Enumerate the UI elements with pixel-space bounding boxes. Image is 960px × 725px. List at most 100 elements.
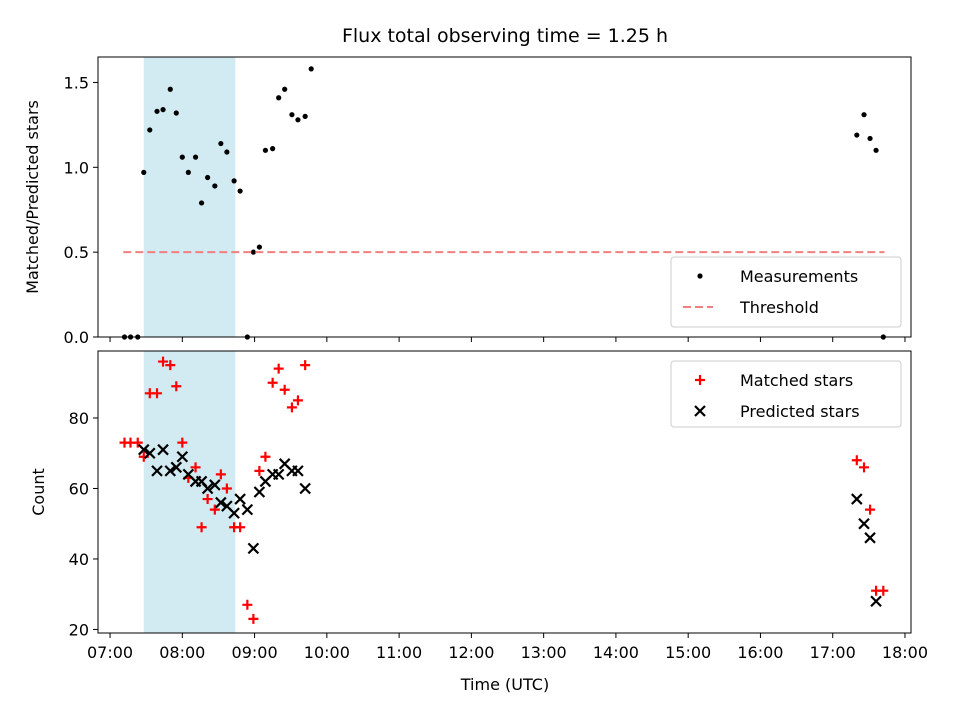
data-point xyxy=(215,496,227,509)
data-point xyxy=(262,147,269,153)
x-tick-label: 10:00 xyxy=(304,643,350,662)
y-tick-label: 80 xyxy=(69,409,89,428)
x-tick-label: 12:00 xyxy=(448,643,494,662)
series-measurements xyxy=(121,66,886,340)
data-point xyxy=(167,86,173,92)
data-point xyxy=(267,377,278,388)
legend-label: Threshold xyxy=(739,298,819,317)
data-point xyxy=(154,108,160,114)
data-point xyxy=(248,613,259,624)
data-point xyxy=(241,503,254,516)
y-axis-label-ratio: Matched/Predicted stars xyxy=(23,100,42,294)
axes-frame xyxy=(97,350,912,634)
legend-swatch xyxy=(694,405,706,417)
y-tick-label: 20 xyxy=(69,620,89,639)
data-point xyxy=(286,402,297,413)
y-tick-label: 1.5 xyxy=(64,73,89,92)
data-point xyxy=(157,443,169,456)
legend: Measurements Threshold xyxy=(670,256,902,328)
x-tick-label: 17:00 xyxy=(810,643,856,662)
data-point xyxy=(224,149,230,155)
data-point xyxy=(260,451,271,462)
data-point xyxy=(270,146,276,152)
data-point xyxy=(212,183,218,189)
data-point xyxy=(137,443,150,456)
data-point xyxy=(308,66,314,72)
data-point xyxy=(859,462,870,473)
data-point xyxy=(234,493,246,505)
data-point xyxy=(873,147,879,153)
data-point xyxy=(215,469,226,480)
y-tick-label: 40 xyxy=(69,550,89,569)
data-point xyxy=(870,595,882,608)
data-point xyxy=(132,437,143,448)
data-point xyxy=(209,479,221,491)
y-tick-label: 1.0 xyxy=(64,158,89,177)
data-point xyxy=(160,107,166,113)
data-point xyxy=(295,117,301,123)
data-point xyxy=(152,388,163,399)
data-point xyxy=(196,522,207,533)
y-tick-label: 60 xyxy=(69,479,89,498)
data-point xyxy=(228,507,240,519)
data-point xyxy=(242,599,253,610)
data-point xyxy=(151,465,163,477)
axes-frame xyxy=(97,56,912,338)
x-tick-label: 15:00 xyxy=(665,643,711,662)
data-point xyxy=(170,461,183,474)
data-point xyxy=(253,486,266,498)
legend-label: Matched stars xyxy=(740,371,853,390)
data-point xyxy=(878,585,889,596)
data-point xyxy=(854,132,860,138)
data-point xyxy=(144,447,156,460)
data-point xyxy=(256,244,262,250)
y-tick-label: 0.5 xyxy=(64,243,89,262)
x-tick-label: 14:00 xyxy=(593,643,639,662)
legend-item: Predicted stars xyxy=(694,402,860,421)
data-point xyxy=(173,110,179,116)
legend-swatch xyxy=(697,273,703,279)
data-point xyxy=(273,363,284,374)
legend-box xyxy=(670,360,902,428)
legend-item: Matched stars xyxy=(695,371,853,390)
data-point xyxy=(851,493,863,505)
x-tick-label: 18:00 xyxy=(882,643,928,662)
legend-item: Threshold xyxy=(683,298,819,317)
data-point xyxy=(861,112,867,118)
data-point xyxy=(231,178,237,184)
x-tick-label: 13:00 xyxy=(521,643,567,662)
legend-box xyxy=(670,256,902,328)
legend-label: Measurements xyxy=(740,267,858,286)
data-point xyxy=(185,169,191,175)
data-point xyxy=(851,455,862,466)
data-point xyxy=(250,249,256,255)
data-point xyxy=(147,127,153,133)
data-point xyxy=(171,381,182,392)
y-tick-label: 0.0 xyxy=(64,328,89,347)
data-point xyxy=(198,200,205,206)
data-point xyxy=(302,113,308,119)
data-point xyxy=(299,482,311,495)
data-point xyxy=(179,154,185,160)
data-point xyxy=(865,504,876,515)
data-point xyxy=(192,154,199,160)
legend: Matched stars Predicted stars xyxy=(670,360,902,428)
data-point xyxy=(282,86,288,92)
x-tick-label: 08:00 xyxy=(159,643,205,662)
data-point xyxy=(176,450,189,463)
legend-label: Predicted stars xyxy=(740,402,860,421)
chart-title: Flux total observing time = 1.25 h xyxy=(342,25,668,47)
data-point xyxy=(205,174,211,181)
data-point xyxy=(158,356,169,367)
x-tick-label: 16:00 xyxy=(737,643,783,662)
data-point xyxy=(202,494,213,505)
x-tick-label: 09:00 xyxy=(232,643,278,662)
data-point xyxy=(289,112,295,118)
data-point xyxy=(164,465,177,477)
data-point xyxy=(867,135,873,142)
data-point xyxy=(858,517,870,530)
data-point xyxy=(272,468,285,481)
data-point xyxy=(209,504,220,515)
